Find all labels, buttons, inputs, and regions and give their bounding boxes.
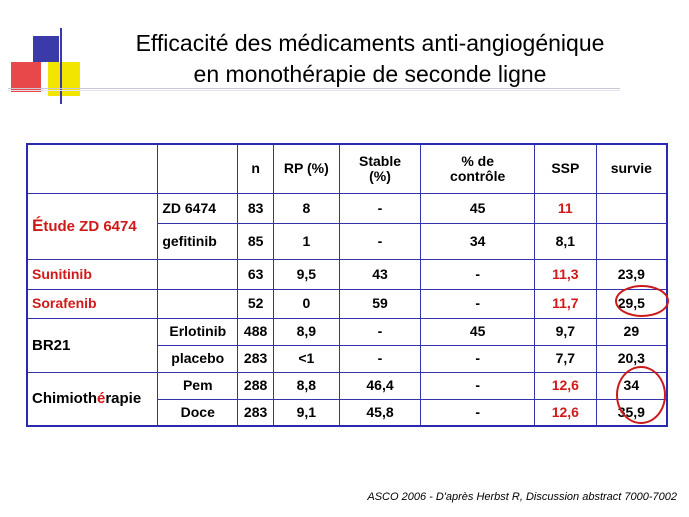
ssp-cell: 12,6 (533, 398, 597, 427)
rp-cell: 1 (273, 222, 340, 260)
n-cell: 52 (237, 288, 275, 319)
group-etude-first-letter: É (32, 216, 44, 235)
n-cell: 83 (237, 192, 275, 224)
table-row: Chimiothérapie Pem 288 8,8 46,4 - 12,6 3… (26, 371, 668, 427)
arm-cell: Erlotinib (157, 317, 239, 346)
group-chimiotherapie: Chimiothérapie (26, 371, 159, 427)
survie-cell: 23,9 (595, 258, 668, 290)
header-n: n (237, 143, 275, 194)
table-row: Étude ZD 6474 ZD 6474 83 8 - 45 11 (26, 192, 668, 260)
controle-cell: - (420, 288, 535, 319)
rp-cell: 8 (273, 192, 340, 224)
table-row: Sorafenib 52 0 59 - 11,7 29,5 (26, 288, 668, 319)
stable-cell: 46,4 (338, 371, 422, 400)
ssp-cell: 9,7 (533, 317, 597, 346)
arm-cell: ZD 6474 (157, 192, 239, 224)
table-row: gefitinib 85 1 - 34 8,1 (27, 222, 668, 260)
table-header-row: n RP (%) Stable (%) % de contrôle SSP su… (26, 143, 668, 194)
header-controle: % de contrôle (420, 143, 535, 194)
highlight-circle-chimio (616, 366, 666, 424)
header-stable-text: Stable (%) (359, 152, 402, 184)
arm-cell (157, 258, 239, 290)
arm-cell: gefitinib (157, 222, 239, 260)
title-line-2: en monothérapie de seconde ligne (193, 61, 547, 87)
rp-cell: 0 (273, 288, 340, 319)
ssp-cell: 12,6 (533, 371, 597, 400)
header-controle-text: % de contrôle (450, 152, 506, 184)
arm-cell (157, 288, 239, 319)
header-survie: survie (595, 143, 668, 194)
rp-cell: <1 (273, 344, 340, 373)
group-br21: BR21 (26, 317, 159, 373)
stable-cell: 59 (338, 288, 422, 319)
table-row: BR21 Erlotinib 488 8,9 - 45 9,7 29 (26, 317, 668, 373)
stable-cell: - (338, 222, 422, 260)
footer-citation: ASCO 2006 - D'après Herbst R, Discussion… (367, 491, 677, 503)
highlight-circle-sorafenib (615, 285, 669, 317)
stable-cell: 45,8 (338, 398, 422, 427)
group-etude-zd6474: Étude ZD 6474 (26, 192, 159, 260)
title-line-1: Efficacité des médicaments anti-angiogén… (135, 30, 605, 56)
n-cell: 283 (237, 344, 275, 373)
stable-cell: 43 (338, 258, 422, 290)
rp-cell: 8,9 (273, 317, 340, 346)
ssp-cell: 11,7 (533, 288, 597, 319)
rp-cell: 9,1 (273, 398, 340, 427)
group-sunitinib: Sunitinib (26, 258, 159, 290)
header-ssp: SSP (533, 143, 597, 194)
stable-cell: - (338, 344, 422, 373)
controle-cell: - (420, 344, 535, 373)
group-sorafenib: Sorafenib (26, 288, 159, 319)
controle-cell: 45 (420, 192, 535, 224)
header-empty-1 (26, 143, 159, 194)
group-chimio-part1: Chimioth (32, 390, 97, 408)
header-empty-2 (157, 143, 239, 194)
title-underline-shadow (8, 90, 620, 91)
group-chimio-accent: é (97, 390, 106, 408)
ssp-cell: 11,3 (533, 258, 597, 290)
controle-cell: 34 (420, 222, 535, 260)
stable-cell: - (338, 317, 422, 346)
arm-cell: Doce (157, 398, 239, 427)
group-etude-rest: tude ZD 6474 (43, 218, 137, 235)
survie-cell (595, 222, 668, 260)
controle-cell: - (420, 398, 535, 427)
header-rp: RP (%) (273, 143, 340, 194)
logo-vertical-line (60, 28, 62, 104)
rp-cell: 8,8 (273, 371, 340, 400)
n-cell: 283 (237, 398, 275, 427)
slide-title: Efficacité des médicaments anti-angiogén… (70, 28, 670, 90)
n-cell: 488 (237, 317, 275, 346)
logo-blue-square (33, 36, 59, 62)
table-row: Sunitinib 63 9,5 43 - 11,3 23,9 (26, 258, 668, 290)
arm-cell: placebo (157, 344, 239, 373)
header-stable: Stable (%) (338, 143, 422, 194)
ssp-cell: 11 (533, 192, 597, 224)
n-cell: 85 (237, 222, 275, 260)
logo-red-square (11, 62, 41, 92)
ssp-cell: 7,7 (533, 344, 597, 373)
rp-cell: 9,5 (273, 258, 340, 290)
n-cell: 288 (237, 371, 275, 400)
title-underline (8, 88, 620, 89)
results-table: n RP (%) Stable (%) % de contrôle SSP su… (26, 143, 668, 427)
controle-cell: - (420, 371, 535, 400)
controle-cell: 45 (420, 317, 535, 346)
group-chimio-part3: rapie (105, 390, 142, 408)
survie-cell: 29 (595, 317, 668, 346)
arm-cell: Pem (157, 371, 239, 400)
stable-cell: - (338, 192, 422, 224)
survie-cell (595, 192, 668, 224)
controle-cell: - (420, 258, 535, 290)
ssp-cell: 8,1 (533, 222, 597, 260)
n-cell: 63 (237, 258, 275, 290)
